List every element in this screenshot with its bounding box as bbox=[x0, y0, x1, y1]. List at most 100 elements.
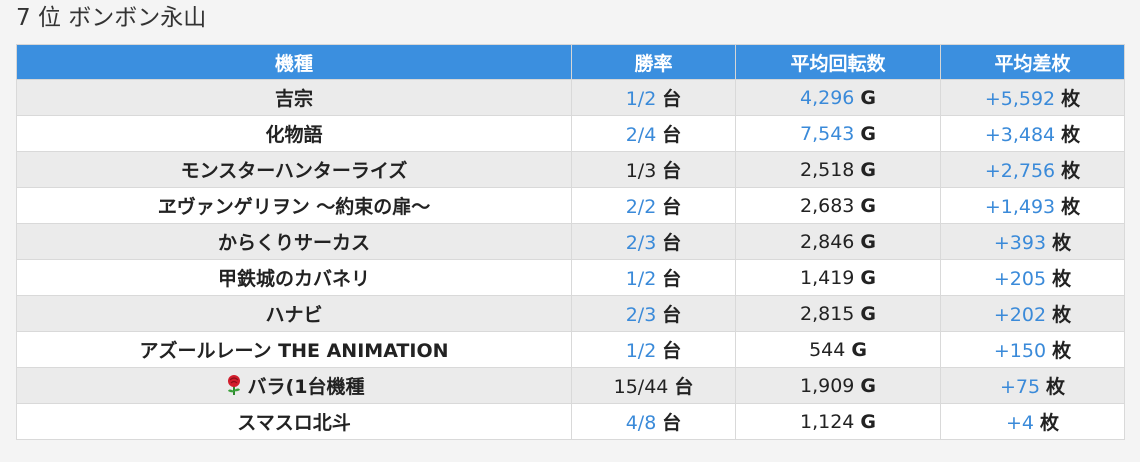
avg-spins-cell-value[interactable]: 7,543 bbox=[799, 122, 855, 145]
avg-diff-cell[interactable]: +1,493 枚 bbox=[940, 187, 1125, 224]
machine-cell[interactable]: 甲鉄城のカバネリ bbox=[16, 259, 572, 296]
avg-spins-cell-value: 2,846 bbox=[799, 230, 855, 253]
win-rate-cell[interactable]: 4/8 台 bbox=[571, 403, 736, 440]
avg-spins-cell: 2,815 G bbox=[735, 295, 941, 332]
machine-name: ヱヴァンゲリヲン ～約束の扉～ bbox=[157, 196, 431, 218]
win-rate-cell-unit: 台 bbox=[662, 160, 682, 182]
avg-spins-cell-value: 2,815 bbox=[799, 302, 855, 325]
win-rate-cell-unit: 台 bbox=[662, 412, 682, 434]
avg-diff-cell[interactable]: +75 枚 bbox=[940, 367, 1125, 404]
page-title: 7 位 ボンボン永山 bbox=[16, 5, 207, 31]
avg-diff-cell-unit: 枚 bbox=[1061, 124, 1081, 146]
avg-diff-cell-value[interactable]: +1,493 bbox=[984, 196, 1056, 218]
avg-diff-cell-value[interactable]: +202 bbox=[993, 304, 1047, 326]
avg-spins-cell-unit: G bbox=[860, 410, 876, 433]
win-rate-cell-value[interactable]: 1/2 bbox=[625, 88, 657, 110]
avg-diff-cell[interactable]: +202 枚 bbox=[940, 295, 1125, 332]
avg-spins-cell-unit: G bbox=[851, 338, 867, 361]
win-rate-cell[interactable]: 2/2 台 bbox=[571, 187, 736, 224]
avg-spins-cell-unit: G bbox=[860, 122, 876, 145]
machine-name: 化物語 bbox=[265, 124, 323, 146]
avg-diff-cell-value[interactable]: +2,756 bbox=[984, 160, 1056, 182]
table-row: からくりサーカス 2/3 台 2,846 G +393 枚 bbox=[16, 223, 1125, 260]
machine-cell[interactable]: 吉宗 bbox=[16, 79, 572, 116]
avg-diff-cell-unit: 枚 bbox=[1040, 412, 1060, 434]
avg-diff-cell[interactable]: +205 枚 bbox=[940, 259, 1125, 296]
avg-diff-cell-value[interactable]: +5,592 bbox=[984, 88, 1056, 110]
avg-diff-cell[interactable]: +393 枚 bbox=[940, 223, 1125, 260]
win-rate-cell: 15/44 台 bbox=[571, 367, 736, 404]
table-row: ハナビ 2/3 台 2,815 G +202 枚 bbox=[16, 295, 1125, 332]
machine-name: バラ(1台機種 bbox=[247, 376, 365, 398]
avg-spins-cell-unit: G bbox=[860, 266, 876, 289]
avg-diff-cell-value[interactable]: +4 bbox=[1005, 412, 1034, 434]
table-row: ヱヴァンゲリヲン ～約束の扉～ 2/2 台 2,683 G +1,493 枚 bbox=[16, 187, 1125, 224]
machine-name: 吉宗 bbox=[274, 88, 313, 110]
machine-cell[interactable]: モンスターハンターライズ bbox=[16, 151, 572, 188]
win-rate-cell-value[interactable]: 1/2 bbox=[625, 268, 657, 290]
win-rate-cell-value: 1/3 bbox=[625, 160, 657, 182]
avg-diff-cell-value[interactable]: +3,484 bbox=[984, 124, 1056, 146]
avg-spins-cell-unit: G bbox=[860, 374, 876, 397]
machine-cell[interactable]: ヱヴァンゲリヲン ～約束の扉～ bbox=[16, 187, 572, 224]
machine-cell[interactable]: バラ(1台機種 bbox=[16, 367, 572, 404]
win-rate-cell-value[interactable]: 2/3 bbox=[625, 232, 657, 254]
column-header-avg-diff: 平均差枚 bbox=[940, 44, 1125, 80]
win-rate-cell[interactable]: 1/2 台 bbox=[571, 259, 736, 296]
avg-spins-cell-value: 1,124 bbox=[799, 410, 855, 433]
avg-spins-cell-value: 2,683 bbox=[799, 194, 855, 217]
win-rate-cell-unit: 台 bbox=[662, 268, 682, 290]
avg-spins-cell: 1,909 G bbox=[735, 367, 941, 404]
avg-diff-cell[interactable]: +150 枚 bbox=[940, 331, 1125, 368]
avg-spins-cell-value[interactable]: 4,296 bbox=[799, 86, 855, 109]
win-rate-cell[interactable]: 1/2 台 bbox=[571, 331, 736, 368]
win-rate-cell-value[interactable]: 2/4 bbox=[625, 124, 657, 146]
win-rate-cell[interactable]: 2/3 台 bbox=[571, 295, 736, 332]
win-rate-cell-value[interactable]: 4/8 bbox=[625, 412, 657, 434]
table-row: 甲鉄城のカバネリ 1/2 台 1,419 G +205 枚 bbox=[16, 259, 1125, 296]
avg-spins-cell-value: 1,419 bbox=[799, 266, 855, 289]
avg-diff-cell-value[interactable]: +393 bbox=[993, 232, 1047, 254]
avg-diff-cell-value[interactable]: +150 bbox=[993, 340, 1047, 362]
win-rate-cell-unit: 台 bbox=[662, 196, 682, 218]
avg-diff-cell[interactable]: +4 枚 bbox=[940, 403, 1125, 440]
table-header-row: 機種 勝率 平均回転数 平均差枚 bbox=[16, 44, 1125, 80]
avg-diff-cell-unit: 枚 bbox=[1052, 232, 1072, 254]
machine-cell[interactable]: ハナビ bbox=[16, 295, 572, 332]
win-rate-cell-value: 15/44 bbox=[613, 376, 669, 398]
avg-spins-cell-value: 1,909 bbox=[799, 374, 855, 397]
win-rate-cell[interactable]: 2/3 台 bbox=[571, 223, 736, 260]
avg-diff-cell-unit: 枚 bbox=[1061, 88, 1081, 110]
win-rate-cell[interactable]: 2/4 台 bbox=[571, 115, 736, 152]
column-header-win-rate: 勝率 bbox=[571, 44, 736, 80]
win-rate-cell-value[interactable]: 1/2 bbox=[625, 340, 657, 362]
machine-cell[interactable]: スマスロ北斗 bbox=[16, 403, 572, 440]
avg-diff-cell-unit: 枚 bbox=[1046, 376, 1066, 398]
ranking-table: 機種 勝率 平均回転数 平均差枚 吉宗 1/2 台 4,296 G +5,592 枚化物語 2… bbox=[16, 44, 1125, 440]
table-row: モンスターハンターライズ 1/3 台 2,518 G +2,756 枚 bbox=[16, 151, 1125, 188]
avg-diff-cell-value[interactable]: +205 bbox=[993, 268, 1047, 290]
machine-name: アズールレーン THE ANIMATION bbox=[139, 340, 449, 362]
win-rate-cell-value[interactable]: 2/2 bbox=[625, 196, 657, 218]
win-rate-cell[interactable]: 1/2 台 bbox=[571, 79, 736, 116]
avg-diff-cell[interactable]: +2,756 枚 bbox=[940, 151, 1125, 188]
avg-spins-cell-value: 2,518 bbox=[799, 158, 855, 181]
avg-spins-cell: 1,124 G bbox=[735, 403, 941, 440]
avg-diff-cell[interactable]: +3,484 枚 bbox=[940, 115, 1125, 152]
table-row: 吉宗 1/2 台 4,296 G +5,592 枚 bbox=[16, 79, 1125, 116]
avg-spins-cell[interactable]: 4,296 G bbox=[735, 79, 941, 116]
machine-name: 甲鉄城のカバネリ bbox=[217, 268, 370, 290]
win-rate-cell-value[interactable]: 2/3 bbox=[625, 304, 657, 326]
machine-cell[interactable]: 化物語 bbox=[16, 115, 572, 152]
machine-cell[interactable]: からくりサーカス bbox=[16, 223, 572, 260]
table-row: スマスロ北斗 4/8 台 1,124 G +4 枚 bbox=[16, 403, 1125, 440]
avg-spins-cell[interactable]: 7,543 G bbox=[735, 115, 941, 152]
win-rate-cell-unit: 台 bbox=[662, 304, 682, 326]
avg-diff-cell-value[interactable]: +75 bbox=[999, 376, 1041, 398]
avg-diff-cell-unit: 枚 bbox=[1061, 196, 1081, 218]
avg-spins-cell-unit: G bbox=[860, 194, 876, 217]
avg-diff-cell[interactable]: +5,592 枚 bbox=[940, 79, 1125, 116]
machine-cell[interactable]: アズールレーン THE ANIMATION bbox=[16, 331, 572, 368]
avg-diff-cell-unit: 枚 bbox=[1061, 160, 1081, 182]
avg-spins-cell: 2,846 G bbox=[735, 223, 941, 260]
